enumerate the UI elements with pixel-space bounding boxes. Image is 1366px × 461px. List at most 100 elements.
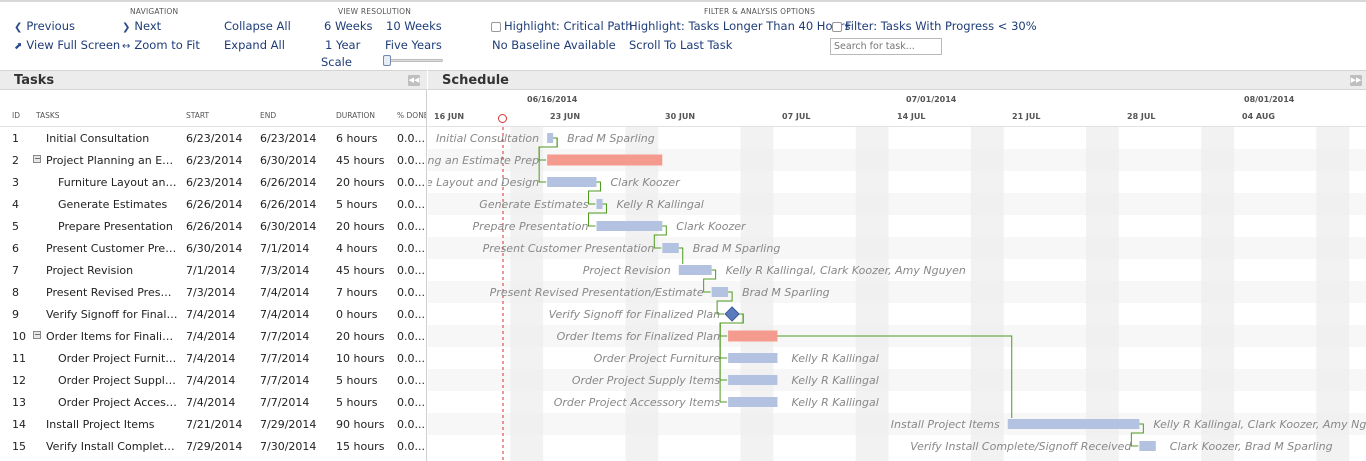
scroll-to-last-task-button[interactable]: Scroll To Last Task <box>629 38 733 52</box>
critical-path-checkbox[interactable] <box>491 22 501 32</box>
collapse-group-icon[interactable]: − <box>33 330 41 339</box>
task-percent-done[interactable]: 0.0... <box>397 198 425 211</box>
table-row[interactable]: 13 Order Project Accesso... 7/4/2014 7/7/20… <box>0 391 426 413</box>
task-bar[interactable] <box>596 199 603 209</box>
task-start[interactable]: 6/26/2014 <box>186 198 243 211</box>
task-percent-done[interactable]: 0.0... <box>397 418 425 431</box>
ten-weeks-button[interactable]: 10 Weeks <box>386 19 442 33</box>
task-start[interactable]: 7/4/2014 <box>186 352 236 365</box>
task-bar[interactable] <box>728 353 778 363</box>
task-start[interactable]: 7/4/2014 <box>186 330 236 343</box>
task-percent-done[interactable]: 0.0... <box>397 220 425 233</box>
task-name[interactable]: Order Project Furniture <box>58 352 178 365</box>
task-bar[interactable] <box>547 133 554 143</box>
task-percent-done[interactable]: 0.0... <box>397 286 425 299</box>
col-end[interactable]: END <box>260 111 277 120</box>
task-end[interactable]: 6/26/2014 <box>260 176 317 189</box>
table-row[interactable]: 2 −Project Planning an Estim... 6/23/2014 6… <box>0 149 426 171</box>
task-end[interactable]: 7/7/2014 <box>260 374 310 387</box>
col-pct-done[interactable]: % DONE <box>397 111 427 120</box>
task-end[interactable]: 7/4/2014 <box>260 286 310 299</box>
task-bar[interactable] <box>711 287 729 297</box>
task-percent-done[interactable]: 0.0... <box>397 242 425 255</box>
task-percent-done[interactable]: 0.0... <box>397 440 425 453</box>
task-name[interactable]: Present Customer Prese... <box>46 242 178 255</box>
five-years-button[interactable]: Five Years <box>385 38 442 52</box>
task-start[interactable]: 6/26/2014 <box>186 220 243 233</box>
task-name[interactable]: Project Planning an Estim... <box>46 154 178 167</box>
task-bar[interactable] <box>1139 441 1156 451</box>
task-end[interactable]: 7/29/2014 <box>260 418 317 431</box>
task-duration[interactable]: 5 hours <box>336 396 378 409</box>
task-name[interactable]: Verify Install Complete/Si... <box>46 440 178 453</box>
one-year-button[interactable]: 1 Year <box>325 38 361 52</box>
collapse-left-icon[interactable]: ◀◀ <box>408 75 420 86</box>
task-end[interactable]: 7/7/2014 <box>260 396 310 409</box>
task-start[interactable]: 6/23/2014 <box>186 176 243 189</box>
task-percent-done[interactable]: 0.0... <box>397 374 425 387</box>
milestone-marker[interactable] <box>724 306 740 322</box>
scale-slider-track[interactable] <box>383 59 443 62</box>
task-name[interactable]: Verify Signoff for Finalize... <box>46 308 178 321</box>
task-name[interactable]: Furniture Layout and ... <box>58 176 178 189</box>
task-end[interactable]: 7/30/2014 <box>260 440 317 453</box>
task-start[interactable]: 6/30/2014 <box>186 242 243 255</box>
previous-button[interactable]: ❮ Previous <box>14 19 75 33</box>
task-start[interactable]: 7/29/2014 <box>186 440 243 453</box>
highlight-long-tasks-button[interactable]: Highlight: Tasks Longer Than 40 Hours <box>629 19 851 33</box>
task-bar[interactable] <box>662 243 679 253</box>
task-end[interactable]: 7/3/2014 <box>260 264 310 277</box>
task-name[interactable]: Order Items for Finalized... <box>46 330 178 343</box>
table-row[interactable]: 1 Initial Consultation 6/23/2014 6/23/2014 6… <box>0 127 426 149</box>
summary-bar[interactable] <box>728 330 778 342</box>
table-row[interactable]: 3 Furniture Layout and ... 6/23/2014 6/26/2… <box>0 171 426 193</box>
collapse-all-button[interactable]: Collapse All <box>224 19 291 33</box>
task-start[interactable]: 6/23/2014 <box>186 132 243 145</box>
task-bar[interactable] <box>728 397 778 407</box>
task-end[interactable]: 6/26/2014 <box>260 198 317 211</box>
task-duration[interactable]: 20 hours <box>336 176 385 189</box>
task-duration[interactable]: 20 hours <box>336 220 385 233</box>
task-start[interactable]: 6/23/2014 <box>186 154 243 167</box>
task-percent-done[interactable]: 0.0... <box>397 330 425 343</box>
task-duration[interactable]: 10 hours <box>336 352 385 365</box>
task-percent-done[interactable]: 0.0... <box>397 176 425 189</box>
search-task-input[interactable] <box>830 38 942 55</box>
task-end[interactable]: 7/7/2014 <box>260 352 310 365</box>
table-row[interactable]: 15 Verify Install Complete/Si... 7/29/2014… <box>0 435 426 457</box>
task-duration[interactable]: 6 hours <box>336 132 378 145</box>
table-row[interactable]: 9 Verify Signoff for Finalize... 7/4/2014 7… <box>0 303 426 325</box>
summary-bar[interactable] <box>547 154 663 166</box>
task-percent-done[interactable]: 0.0... <box>397 352 425 365</box>
task-name[interactable]: Install Project Items <box>46 418 155 431</box>
task-percent-done[interactable]: 0.0... <box>397 264 425 277</box>
task-start[interactable]: 7/4/2014 <box>186 374 236 387</box>
task-duration[interactable]: 4 hours <box>336 242 378 255</box>
task-bar[interactable] <box>728 375 778 385</box>
task-name[interactable]: Generate Estimates <box>58 198 168 211</box>
task-duration[interactable]: 45 hours <box>336 264 385 277</box>
collapse-group-icon[interactable]: − <box>33 154 41 163</box>
task-end[interactable]: 6/30/2014 <box>260 154 317 167</box>
critical-path-label[interactable]: Highlight: Critical Path <box>504 19 633 33</box>
view-full-screen-button[interactable]: ⬈ View Full Screen <box>14 38 120 52</box>
task-name[interactable]: Order Project Supply I... <box>58 374 178 387</box>
table-row[interactable]: 10− Order Items for Finalized... 7/4/2014 7… <box>0 325 426 347</box>
task-duration[interactable]: 7 hours <box>336 286 378 299</box>
task-start[interactable]: 7/4/2014 <box>186 396 236 409</box>
task-duration[interactable]: 20 hours <box>336 330 385 343</box>
task-start[interactable]: 7/3/2014 <box>186 286 236 299</box>
scale-slider-thumb[interactable] <box>383 55 391 66</box>
task-name[interactable]: Order Project Accesso... <box>58 396 178 409</box>
task-start[interactable]: 7/4/2014 <box>186 308 236 321</box>
table-row[interactable]: 5 Prepare Presentation 6/26/2014 6/30/2014 2… <box>0 215 426 237</box>
task-duration[interactable]: 45 hours <box>336 154 385 167</box>
col-duration[interactable]: DURATION <box>336 111 376 120</box>
table-row[interactable]: 8 Present Revised Present... 7/3/2014 7/4/2… <box>0 281 426 303</box>
table-row[interactable]: 14 Install Project Items 7/21/2014 7/29/201… <box>0 413 426 435</box>
task-duration[interactable]: 5 hours <box>336 374 378 387</box>
table-row[interactable]: 11 Order Project Furniture 7/4/2014 7/7/201… <box>0 347 426 369</box>
task-percent-done[interactable]: 0.0... <box>397 396 425 409</box>
table-row[interactable]: 6 Present Customer Prese... 6/30/2014 7/1/2… <box>0 237 426 259</box>
zoom-to-fit-button[interactable]: ↔ Zoom to Fit <box>122 38 200 52</box>
